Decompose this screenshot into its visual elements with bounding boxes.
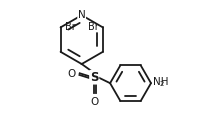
Text: S: S [89,71,98,84]
Text: Br: Br [88,22,98,32]
Text: NH: NH [152,77,168,87]
Text: 2: 2 [159,81,163,87]
Text: O: O [67,69,75,79]
Text: O: O [90,97,98,107]
Text: N: N [77,10,85,20]
Text: Br: Br [64,22,75,32]
